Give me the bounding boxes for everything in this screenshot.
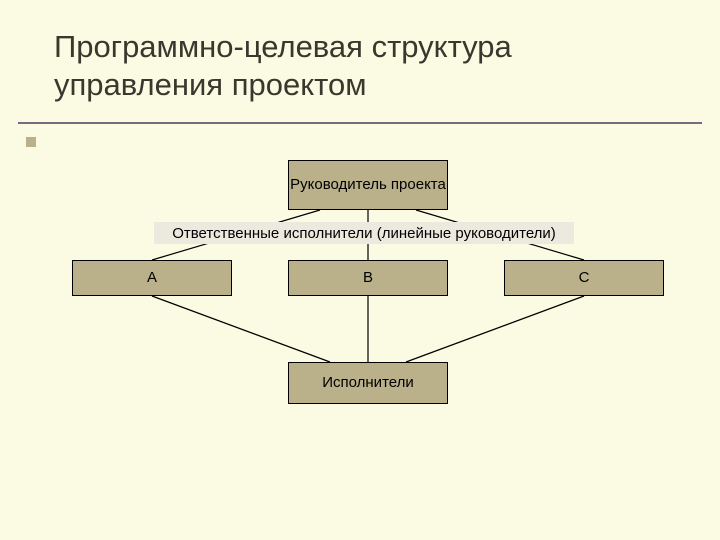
- node-bottom: Исполнители: [288, 362, 448, 404]
- title-underline: [18, 122, 702, 124]
- responsible-label: Ответственные исполнители (линейные руко…: [154, 222, 574, 244]
- slide: Программно-целевая структура управления …: [0, 0, 720, 540]
- node-top: Руководитель проекта: [288, 160, 448, 210]
- node-mid-B: B: [288, 260, 448, 296]
- bullet-icon: [26, 137, 36, 147]
- slide-title: Программно-целевая структура управления …: [54, 28, 680, 104]
- node-mid-A: A: [72, 260, 232, 296]
- title-block: Программно-целевая структура управления …: [54, 28, 680, 104]
- node-mid-C: C: [504, 260, 664, 296]
